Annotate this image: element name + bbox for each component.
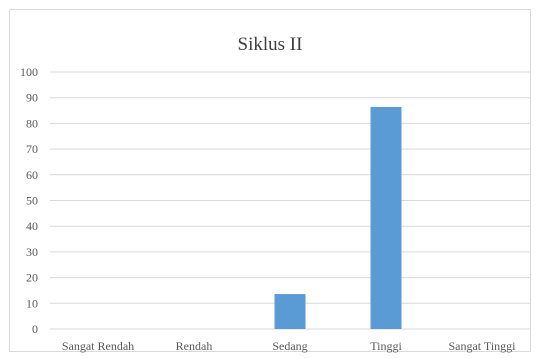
- y-tick-label: 0: [32, 322, 38, 336]
- x-category-label: Sedang: [272, 339, 307, 353]
- y-tick-label: 50: [26, 194, 38, 208]
- y-tick-label: 30: [26, 245, 38, 259]
- y-axis-tick-labels: 0 10 20 30 40 50 60 70 80 90 100: [20, 65, 38, 336]
- bar-tinggi: [371, 107, 402, 329]
- y-tick-label: 20: [26, 271, 38, 285]
- y-tick-label: 80: [26, 116, 38, 130]
- bars: [275, 107, 402, 329]
- y-tick-label: 40: [26, 219, 38, 233]
- x-axis-category-labels: Sangat Rendah Rendah Sedang Tinggi Sangat Ti…: [62, 339, 516, 353]
- bar-sedang: [275, 294, 306, 329]
- x-category-label: Tinggi: [370, 339, 402, 353]
- y-tick-label: 90: [26, 91, 38, 105]
- y-tick-label: 70: [26, 142, 38, 156]
- x-category-label: Sangat Rendah: [62, 339, 134, 353]
- y-tick-label: 10: [26, 296, 38, 310]
- y-tick-label: 100: [20, 65, 38, 79]
- x-category-label: Rendah: [176, 339, 213, 353]
- x-category-label: Sangat Tinggi: [448, 339, 516, 353]
- gridlines: [50, 72, 530, 329]
- y-tick-label: 60: [26, 168, 38, 182]
